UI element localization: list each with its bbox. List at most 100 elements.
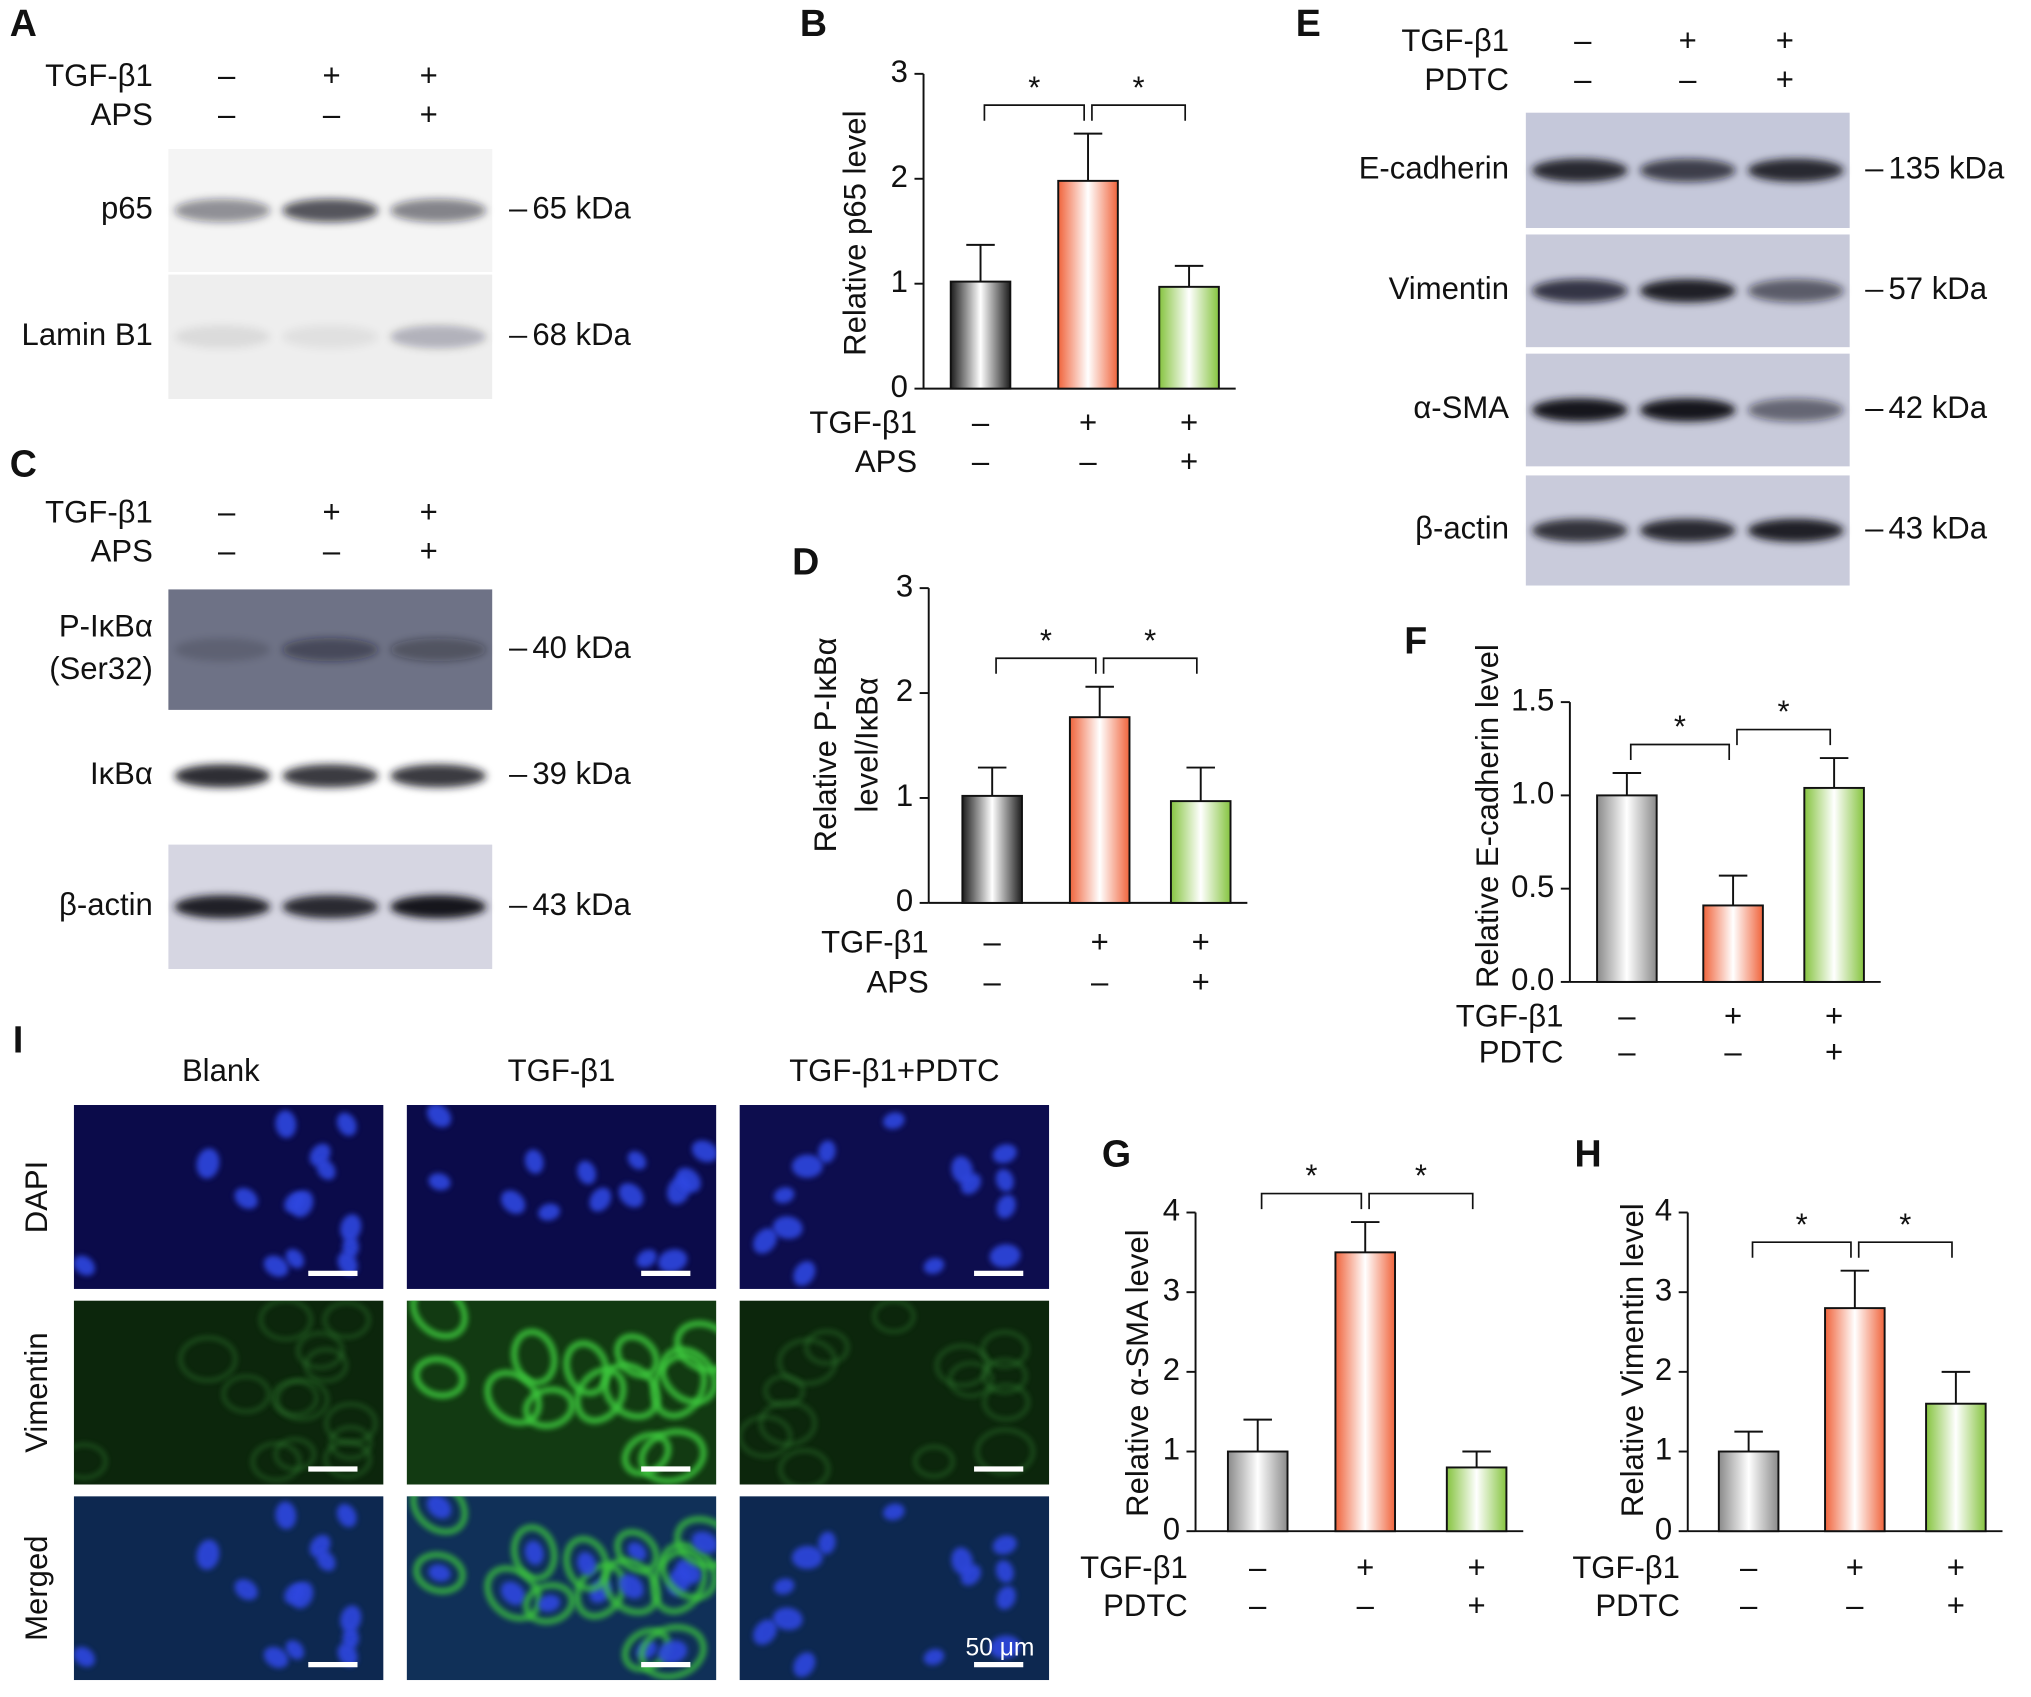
- condition-name: TGF-β1: [821, 925, 929, 960]
- significance-label: *: [1415, 1158, 1427, 1193]
- cytoplasm: [522, 1386, 576, 1430]
- condition-mark: +: [420, 58, 438, 93]
- y-axis-label: Relative P-IκBα: [808, 637, 843, 852]
- blot-band: [282, 764, 379, 788]
- bar: [1158, 285, 1220, 390]
- nucleus: [316, 1159, 336, 1180]
- nucleus: [772, 1216, 803, 1239]
- cytoplasm: [601, 1557, 661, 1616]
- significance-label: *: [1040, 623, 1052, 658]
- condition-mark: –: [1574, 62, 1592, 97]
- micrograph: [406, 1300, 717, 1485]
- condition-mark: +: [1776, 62, 1794, 97]
- cytoplasm: [674, 1320, 717, 1374]
- column-title: Blank: [182, 1053, 260, 1088]
- condition-mark: –: [323, 533, 341, 568]
- nucleus: [196, 1539, 220, 1570]
- y-tick-label: 3: [1655, 1272, 1672, 1307]
- nucleus: [316, 1550, 336, 1572]
- condition-name: PDTC: [1479, 1035, 1564, 1070]
- condition-mark: –: [1724, 1035, 1742, 1070]
- blot-row-label: Lamin B1: [22, 317, 153, 352]
- nucleus: [524, 1540, 544, 1565]
- cytoplasm: [975, 1427, 1035, 1476]
- condition-mark: –: [1846, 1588, 1864, 1623]
- blot-row-label: Vimentin: [1389, 271, 1509, 306]
- blot-band: [1531, 158, 1628, 183]
- nucleus: [426, 1496, 452, 1519]
- cytoplasm: [178, 1335, 238, 1383]
- marker-label: 40 kDa: [532, 630, 631, 665]
- condition-mark: +: [420, 494, 438, 529]
- blot-band: [1531, 518, 1628, 543]
- cytoplasm: [410, 1300, 468, 1340]
- cytoplasm: [659, 1541, 717, 1601]
- condition-name: TGF-β1: [1080, 1550, 1188, 1585]
- y-tick-label: 1: [891, 264, 908, 299]
- row-title: Merged: [19, 1535, 54, 1640]
- condition-mark: +: [1180, 444, 1198, 479]
- condition-mark: –: [1574, 23, 1592, 58]
- nucleus: [657, 1640, 688, 1664]
- y-tick-label: 1: [1655, 1432, 1672, 1467]
- cytoplasm: [410, 1496, 468, 1535]
- blot-band: [282, 895, 379, 919]
- blot-band: [1531, 398, 1628, 422]
- blot-band: [1639, 279, 1736, 303]
- nucleus: [923, 1648, 945, 1666]
- nucleus: [337, 1252, 358, 1276]
- nucleus: [996, 1194, 1016, 1219]
- condition-mark: –: [972, 405, 990, 440]
- panel-label: H: [1574, 1133, 1601, 1175]
- panel-label: G: [1102, 1133, 1131, 1175]
- blot-band: [282, 325, 379, 349]
- cytoplasm: [522, 1582, 576, 1625]
- significance-bracket: [1857, 1241, 1953, 1258]
- nucleus: [234, 1187, 258, 1209]
- nucleus: [676, 1167, 701, 1193]
- bar: [1057, 179, 1119, 390]
- cytoplasm: [674, 1515, 717, 1570]
- y-tick-label: 0: [896, 883, 913, 918]
- y-tick-label: 1: [896, 778, 913, 813]
- blot-band: [1747, 398, 1844, 422]
- bar: [1169, 800, 1232, 904]
- condition-name: TGF-β1: [45, 58, 153, 93]
- row-title: DAPI: [19, 1161, 54, 1234]
- nucleus: [538, 1594, 561, 1612]
- cytoplasm: [934, 1343, 990, 1388]
- blot-band: [1639, 518, 1736, 543]
- nucleus: [275, 1110, 297, 1139]
- cytoplasm: [913, 1444, 955, 1479]
- nucleus: [989, 1244, 1021, 1268]
- condition-mark: –: [1618, 998, 1636, 1033]
- condition-mark: +: [1776, 23, 1794, 58]
- condition-mark: –: [323, 97, 341, 132]
- scale-bar-label: 50 μm: [966, 1635, 1035, 1662]
- y-tick-label: 2: [1163, 1352, 1180, 1387]
- cytoplasm: [758, 1400, 817, 1447]
- cytoplasm: [563, 1340, 610, 1397]
- y-axis-label: Relative α-SMA level: [1120, 1229, 1155, 1516]
- nucleus: [340, 1214, 362, 1242]
- micrograph: [73, 1104, 384, 1289]
- marker-label: 42 kDa: [1889, 390, 1988, 425]
- nucleus: [951, 1547, 974, 1576]
- nucleus: [773, 1578, 795, 1595]
- marker-label: 68 kDa: [532, 317, 631, 352]
- nucleus: [500, 1190, 526, 1214]
- marker-label: 65 kDa: [532, 191, 631, 226]
- condition-mark: –: [218, 494, 236, 529]
- y-tick-label: 2: [1655, 1352, 1672, 1387]
- condition-name: APS: [91, 533, 153, 568]
- condition-mark: +: [1192, 925, 1210, 960]
- nucleus: [951, 1156, 974, 1184]
- condition-mark: +: [1846, 1550, 1864, 1585]
- nucleus: [196, 1148, 220, 1179]
- nucleus: [818, 1140, 836, 1164]
- y-tick-label: 0: [891, 369, 908, 404]
- panel-label: C: [10, 442, 37, 484]
- cytoplasm: [273, 1437, 316, 1472]
- nucleus: [618, 1574, 644, 1599]
- blot-band: [174, 895, 271, 919]
